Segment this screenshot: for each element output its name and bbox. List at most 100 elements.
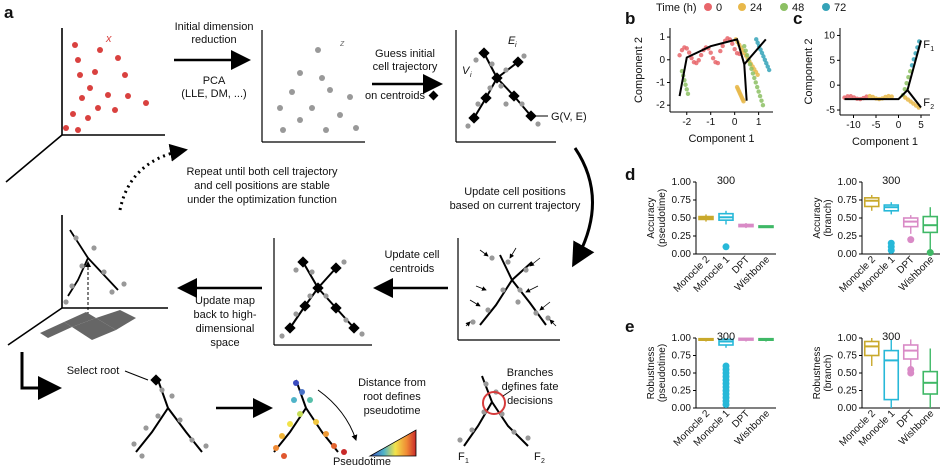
root-trajectory bbox=[131, 374, 209, 459]
y-axis-label-1: Accuracy bbox=[812, 197, 823, 238]
x-tick-label-1: -5 bbox=[872, 120, 881, 131]
y-axis-label: Component 2 bbox=[803, 38, 815, 104]
annotation-300: 300 bbox=[717, 175, 735, 187]
point-4 bbox=[686, 50, 692, 55]
x-tick-label-3: 5 bbox=[918, 120, 924, 131]
point-77 bbox=[683, 82, 688, 87]
f1-label: F bbox=[458, 451, 465, 463]
trajectory-branch bbox=[743, 38, 767, 65]
trajectory-branch bbox=[906, 89, 922, 109]
box-accuracy-pseudotime: 0.00 0.25 0.50 0.75 1.00 Accuracy (pseudotime)… bbox=[646, 175, 776, 295]
f2-label: F bbox=[534, 451, 541, 463]
point-47 bbox=[752, 75, 757, 81]
branches-line3: decisions bbox=[507, 395, 553, 407]
point-73 bbox=[741, 99, 746, 104]
pseudotime-gradient bbox=[368, 429, 417, 457]
repeat-line2: and cell positions are stable bbox=[194, 180, 330, 192]
box-robustness-pseudotime: 0.00 0.25 0.50 0.75 1.00 Robustness (pseudotim… bbox=[646, 331, 776, 449]
distance-line2: root defines bbox=[363, 391, 421, 403]
y-tick-label-1: 0.25 bbox=[672, 386, 692, 397]
y-tick-label-3: 0.75 bbox=[838, 195, 858, 206]
point-63 bbox=[766, 67, 772, 73]
y-tick-label-3: 0.75 bbox=[672, 351, 692, 362]
point-15 bbox=[889, 94, 894, 99]
repeat-line1: Repeat until both cell trajectory bbox=[186, 166, 338, 178]
legend-label-2: 48 bbox=[792, 2, 804, 14]
updated-centroids-plot bbox=[273, 238, 372, 346]
y-tick-label-0: 0.00 bbox=[838, 403, 858, 414]
select-root-leader bbox=[124, 370, 149, 381]
reduced-space: z bbox=[261, 30, 365, 143]
high-dim-space: x bbox=[5, 28, 165, 183]
legend-title: Time (h) bbox=[656, 2, 697, 14]
f1-sub: 1 bbox=[465, 458, 469, 465]
point-23 bbox=[732, 46, 737, 52]
centroid-glyph bbox=[428, 90, 439, 101]
y-tick-label-3: 10 bbox=[824, 30, 836, 41]
y-axis-label-1: Robustness bbox=[812, 347, 823, 400]
point-48 bbox=[753, 80, 758, 85]
point-44 bbox=[747, 62, 753, 67]
mapped-back-space bbox=[7, 215, 168, 346]
point-58 bbox=[759, 50, 765, 56]
point-9 bbox=[698, 52, 704, 58]
legend-label-1: 24 bbox=[750, 2, 762, 14]
annotation-f1-sub: 1 bbox=[930, 46, 934, 53]
time-legend: Time (h) 0 24 48 72 bbox=[656, 2, 846, 14]
legend-label-0: 0 bbox=[716, 2, 722, 14]
y-tick-label-3: 0.75 bbox=[672, 195, 692, 206]
legend-dot-3 bbox=[822, 3, 830, 11]
branches-line1: Branches bbox=[507, 367, 554, 379]
y-axis-label-1: Robustness bbox=[646, 347, 657, 400]
branches-line2: defines fate bbox=[502, 381, 559, 393]
initial-trajectory: V i E i G(V, E) bbox=[455, 30, 587, 143]
update-positions-plot bbox=[457, 238, 560, 341]
z-mark: z bbox=[339, 38, 345, 48]
y-axis-label: Component 2 bbox=[633, 37, 645, 103]
select-root: Select root bbox=[67, 365, 120, 377]
legend-dot-0 bbox=[704, 3, 712, 11]
legend-dot-1 bbox=[738, 3, 746, 11]
point-17 bbox=[718, 48, 723, 54]
x-axis-label: Component 1 bbox=[852, 136, 918, 148]
trajectory-line bbox=[678, 38, 748, 101]
y-tick-label-2: 0.50 bbox=[672, 368, 692, 379]
point-52 bbox=[759, 98, 764, 103]
y-tick-label-4: 1.00 bbox=[672, 333, 692, 344]
step2-line2: cell trajectory bbox=[373, 61, 438, 73]
y-tick-label-2: 0.50 bbox=[838, 213, 858, 224]
annotation-300: 300 bbox=[882, 175, 900, 187]
edge-sub: i bbox=[515, 42, 517, 49]
branch-trajectory bbox=[457, 375, 531, 447]
outlier-1-2 bbox=[887, 239, 895, 247]
outlier-1-0 bbox=[722, 243, 730, 251]
pseudotime-trajectory bbox=[273, 379, 358, 459]
trajectory-line bbox=[844, 40, 922, 101]
l-arrow bbox=[20, 352, 62, 400]
f2-sub: 2 bbox=[541, 458, 545, 465]
update-map-line4: space bbox=[210, 337, 239, 349]
box-2 bbox=[902, 344, 919, 360]
x-tick-label-2: 0 bbox=[732, 117, 738, 128]
outlier-2-0 bbox=[907, 236, 915, 244]
y-tick-label-1: 0 bbox=[829, 80, 835, 91]
point-55 bbox=[755, 40, 760, 45]
y-tick-label-0: 0.00 bbox=[672, 403, 692, 414]
repeat-line3: under the optimization function bbox=[187, 194, 337, 206]
x-tick-label-3: 1 bbox=[756, 117, 762, 128]
y-tick-label-0: 0.00 bbox=[672, 249, 692, 260]
outlier-2-1 bbox=[907, 366, 915, 373]
y-tick-label-1: 0.25 bbox=[672, 231, 692, 242]
legend-label-3: 72 bbox=[834, 2, 846, 14]
update-pos-line1: Update cell positions bbox=[464, 186, 566, 198]
annotation-300: 300 bbox=[882, 331, 900, 343]
update-map-line3: dimensional bbox=[196, 323, 255, 335]
annotation-300: 300 bbox=[717, 331, 735, 343]
point-51 bbox=[757, 93, 763, 99]
y-tick-label-4: 1.00 bbox=[838, 177, 858, 188]
update-pos-line2: based on current trajectory bbox=[450, 200, 581, 212]
step2-line3: on centroids bbox=[365, 90, 425, 102]
point-5 bbox=[689, 55, 694, 61]
